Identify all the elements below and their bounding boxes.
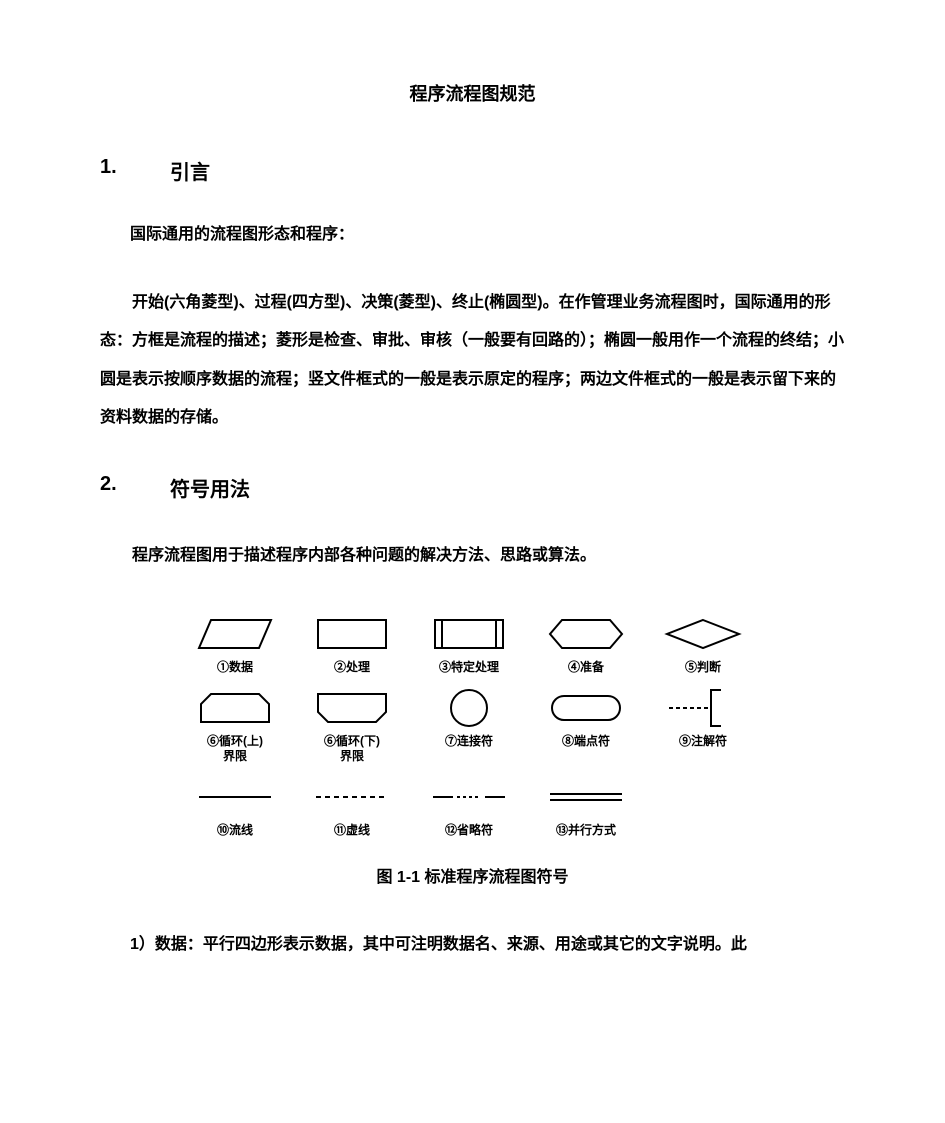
- symbol-ellipsis: ⑫省略符: [422, 773, 517, 839]
- solid-line-icon: [195, 773, 275, 821]
- symbol-process: ②处理: [305, 610, 400, 676]
- document-title: 程序流程图规范: [100, 80, 845, 106]
- symbol-data: ①数据: [188, 610, 283, 676]
- double-line-icon: [546, 773, 626, 821]
- symbol-decision: ⑤判断: [656, 610, 751, 676]
- symbol-loop-top: ⑥循环(上) 界限: [188, 684, 283, 765]
- symbol-label: ①数据: [217, 660, 253, 676]
- diamond-icon: [663, 610, 743, 658]
- section-1-number: 1.: [100, 156, 170, 185]
- symbol-label: ②处理: [334, 660, 370, 676]
- symbol-label: ⑤判断: [685, 660, 721, 676]
- symbol-terminal: ⑧端点符: [539, 684, 634, 765]
- symbol-flowline: ⑩流线: [188, 773, 283, 839]
- symbol-prepare: ④准备: [539, 610, 634, 676]
- figure-caption: 图 1-1 标准程序流程图符号: [100, 863, 845, 887]
- symbol-label: ⑪虚线: [334, 823, 370, 839]
- symbol-label: ③特定处理: [439, 660, 499, 676]
- symbol-label: ⑫省略符: [445, 823, 493, 839]
- parallelogram-icon: [195, 610, 275, 658]
- symbols-figure: ①数据 ②处理 ③特定处理 ④准备: [188, 610, 758, 838]
- symbol-label: ⑩流线: [217, 823, 253, 839]
- circle-icon: [429, 684, 509, 732]
- symbol-parallel: ⑬并行方式: [539, 773, 634, 839]
- list-item-1: 1）数据：平行四边形表示数据，其中可注明数据名、来源、用途或其它的文字说明。此: [130, 927, 845, 962]
- section-2-title: 符号用法: [170, 473, 250, 502]
- symbol-predefined: ③特定处理: [422, 610, 517, 676]
- symbol-row-2: ⑥循环(上) 界限 ⑥循环(下) 界限 ⑦连接符 ⑧端点符: [188, 684, 758, 765]
- loop-bottom-icon: [312, 684, 392, 732]
- symbol-label: ⑬并行方式: [556, 823, 616, 839]
- symbol-label: ⑥循环(下) 界限: [324, 734, 380, 765]
- symbol-annotation: ⑨注解符: [656, 684, 751, 765]
- section-1-heading: 1. 引言: [100, 156, 845, 185]
- ellipsis-line-icon: [429, 773, 509, 821]
- symbol-loop-bottom: ⑥循环(下) 界限: [305, 684, 400, 765]
- symbol-label: ⑨注解符: [679, 734, 727, 750]
- symbol-dashline: ⑪虚线: [305, 773, 400, 839]
- hexagon-icon: [546, 610, 626, 658]
- section-2-number: 2.: [100, 473, 170, 502]
- paragraph-2: 程序流程图用于描述程序内部各种问题的解决方法、思路或算法。: [100, 537, 845, 575]
- symbol-label: ④准备: [568, 660, 604, 676]
- symbol-row-3: ⑩流线 ⑪虚线 ⑫省略符: [188, 773, 758, 839]
- paragraph-1: 开始(六角菱型)、过程(四方型)、决策(菱型)、终止(椭圆型)。在作管理业务流程…: [100, 284, 845, 438]
- double-rect-icon: [429, 610, 509, 658]
- symbol-connector: ⑦连接符: [422, 684, 517, 765]
- dashed-line-icon: [312, 773, 392, 821]
- section-2-heading: 2. 符号用法: [100, 473, 845, 502]
- symbol-row-1: ①数据 ②处理 ③特定处理 ④准备: [188, 610, 758, 676]
- loop-top-icon: [195, 684, 275, 732]
- symbol-label: ⑥循环(上) 界限: [207, 734, 263, 765]
- stadium-icon: [546, 684, 626, 732]
- section-1-title: 引言: [170, 156, 210, 185]
- intro-line: 国际通用的流程图形态和程序：: [130, 220, 845, 244]
- symbol-label: ⑦连接符: [445, 734, 493, 750]
- annotation-icon: [663, 684, 743, 732]
- rectangle-icon: [312, 610, 392, 658]
- symbol-label: ⑧端点符: [562, 734, 610, 750]
